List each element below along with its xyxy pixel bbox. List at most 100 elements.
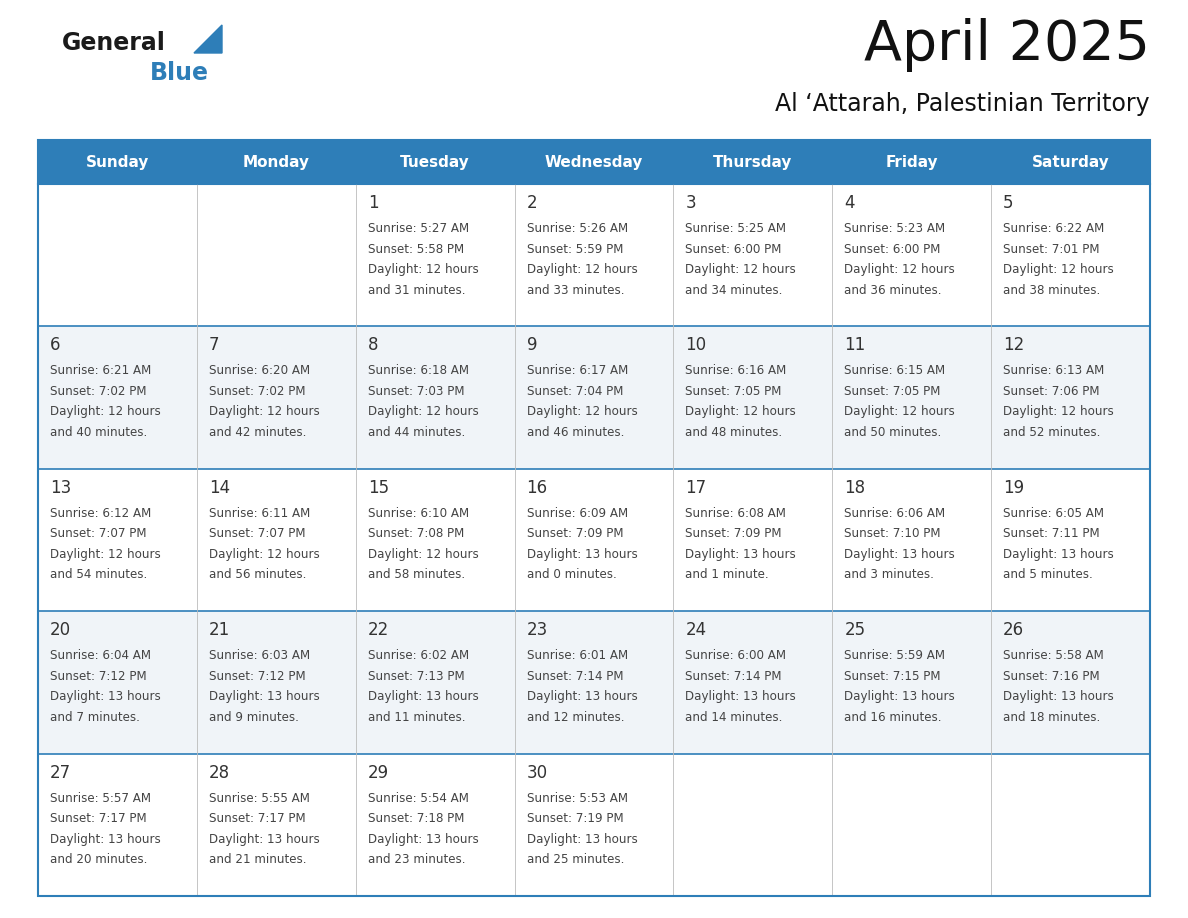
Text: Al ‘Attarah, Palestinian Territory: Al ‘Attarah, Palestinian Territory bbox=[776, 92, 1150, 116]
Text: and 52 minutes.: and 52 minutes. bbox=[1003, 426, 1100, 439]
Text: 10: 10 bbox=[685, 336, 707, 354]
Text: Sunrise: 6:12 AM: Sunrise: 6:12 AM bbox=[50, 507, 151, 520]
Text: Sunrise: 5:54 AM: Sunrise: 5:54 AM bbox=[368, 791, 468, 804]
Text: 26: 26 bbox=[1003, 621, 1024, 639]
Text: Daylight: 12 hours: Daylight: 12 hours bbox=[685, 406, 796, 419]
Text: Sunrise: 6:05 AM: Sunrise: 6:05 AM bbox=[1003, 507, 1104, 520]
Text: Sunset: 7:03 PM: Sunset: 7:03 PM bbox=[368, 385, 465, 397]
Text: and 0 minutes.: and 0 minutes. bbox=[526, 568, 617, 581]
Text: General: General bbox=[62, 31, 166, 55]
Text: Sunset: 7:18 PM: Sunset: 7:18 PM bbox=[368, 812, 465, 825]
Text: Sunset: 5:58 PM: Sunset: 5:58 PM bbox=[368, 242, 463, 255]
Text: Daylight: 12 hours: Daylight: 12 hours bbox=[368, 263, 479, 276]
Text: 20: 20 bbox=[50, 621, 71, 639]
Text: Sunset: 7:13 PM: Sunset: 7:13 PM bbox=[368, 670, 465, 683]
Bar bbox=[38, 469, 1150, 611]
Text: and 33 minutes.: and 33 minutes. bbox=[526, 284, 624, 297]
Text: Sunset: 7:06 PM: Sunset: 7:06 PM bbox=[1003, 385, 1100, 397]
Text: Sunset: 5:59 PM: Sunset: 5:59 PM bbox=[526, 242, 623, 255]
Bar bbox=[38, 184, 1150, 327]
Text: 16: 16 bbox=[526, 479, 548, 497]
Text: 4: 4 bbox=[845, 194, 855, 212]
Text: 14: 14 bbox=[209, 479, 230, 497]
Text: Daylight: 13 hours: Daylight: 13 hours bbox=[845, 548, 955, 561]
Text: Sunset: 7:10 PM: Sunset: 7:10 PM bbox=[845, 527, 941, 541]
Text: and 18 minutes.: and 18 minutes. bbox=[1003, 711, 1100, 723]
Text: 2: 2 bbox=[526, 194, 537, 212]
Text: and 40 minutes.: and 40 minutes. bbox=[50, 426, 147, 439]
Text: 22: 22 bbox=[368, 621, 388, 639]
Text: Sunrise: 5:57 AM: Sunrise: 5:57 AM bbox=[50, 791, 151, 804]
Text: Wednesday: Wednesday bbox=[545, 154, 643, 170]
Text: Sunrise: 5:27 AM: Sunrise: 5:27 AM bbox=[368, 222, 469, 235]
Text: 11: 11 bbox=[845, 336, 866, 354]
Text: Daylight: 13 hours: Daylight: 13 hours bbox=[526, 690, 637, 703]
Text: Daylight: 13 hours: Daylight: 13 hours bbox=[209, 690, 320, 703]
Text: Sunrise: 5:55 AM: Sunrise: 5:55 AM bbox=[209, 791, 310, 804]
Text: 1: 1 bbox=[368, 194, 378, 212]
Text: Daylight: 12 hours: Daylight: 12 hours bbox=[526, 263, 637, 276]
Text: Blue: Blue bbox=[150, 61, 209, 85]
Text: Sunset: 7:17 PM: Sunset: 7:17 PM bbox=[209, 812, 305, 825]
Text: 3: 3 bbox=[685, 194, 696, 212]
Text: Sunday: Sunday bbox=[86, 154, 150, 170]
Text: Daylight: 12 hours: Daylight: 12 hours bbox=[209, 406, 320, 419]
Text: 30: 30 bbox=[526, 764, 548, 781]
Text: Sunrise: 6:04 AM: Sunrise: 6:04 AM bbox=[50, 649, 151, 662]
Text: Sunrise: 5:53 AM: Sunrise: 5:53 AM bbox=[526, 791, 627, 804]
Text: Daylight: 13 hours: Daylight: 13 hours bbox=[845, 690, 955, 703]
Text: Daylight: 12 hours: Daylight: 12 hours bbox=[845, 406, 955, 419]
Text: and 16 minutes.: and 16 minutes. bbox=[845, 711, 942, 723]
Text: Sunrise: 6:20 AM: Sunrise: 6:20 AM bbox=[209, 364, 310, 377]
Text: Sunset: 7:02 PM: Sunset: 7:02 PM bbox=[50, 385, 146, 397]
Text: Sunrise: 6:17 AM: Sunrise: 6:17 AM bbox=[526, 364, 627, 377]
Text: 24: 24 bbox=[685, 621, 707, 639]
Text: Sunset: 7:17 PM: Sunset: 7:17 PM bbox=[50, 812, 146, 825]
Text: Sunrise: 6:10 AM: Sunrise: 6:10 AM bbox=[368, 507, 469, 520]
Text: Daylight: 13 hours: Daylight: 13 hours bbox=[526, 833, 637, 845]
Text: Sunrise: 5:59 AM: Sunrise: 5:59 AM bbox=[845, 649, 946, 662]
Text: and 23 minutes.: and 23 minutes. bbox=[368, 853, 466, 866]
Text: Sunrise: 6:22 AM: Sunrise: 6:22 AM bbox=[1003, 222, 1105, 235]
Text: Sunrise: 6:13 AM: Sunrise: 6:13 AM bbox=[1003, 364, 1105, 377]
Text: Sunset: 7:12 PM: Sunset: 7:12 PM bbox=[209, 670, 305, 683]
Text: Daylight: 13 hours: Daylight: 13 hours bbox=[1003, 548, 1114, 561]
Text: 6: 6 bbox=[50, 336, 61, 354]
Text: Sunset: 7:11 PM: Sunset: 7:11 PM bbox=[1003, 527, 1100, 541]
Polygon shape bbox=[194, 25, 222, 53]
Text: Sunset: 6:00 PM: Sunset: 6:00 PM bbox=[845, 242, 941, 255]
Text: Sunset: 7:09 PM: Sunset: 7:09 PM bbox=[526, 527, 623, 541]
Text: Daylight: 13 hours: Daylight: 13 hours bbox=[368, 690, 479, 703]
Text: Daylight: 12 hours: Daylight: 12 hours bbox=[50, 406, 160, 419]
Text: Daylight: 13 hours: Daylight: 13 hours bbox=[50, 690, 160, 703]
Text: 27: 27 bbox=[50, 764, 71, 781]
Text: Sunrise: 6:11 AM: Sunrise: 6:11 AM bbox=[209, 507, 310, 520]
Text: Sunset: 7:09 PM: Sunset: 7:09 PM bbox=[685, 527, 782, 541]
Bar bbox=[38, 140, 1150, 896]
Text: Friday: Friday bbox=[885, 154, 939, 170]
Text: Sunrise: 6:03 AM: Sunrise: 6:03 AM bbox=[209, 649, 310, 662]
Text: Daylight: 13 hours: Daylight: 13 hours bbox=[209, 833, 320, 845]
Text: Sunset: 7:05 PM: Sunset: 7:05 PM bbox=[685, 385, 782, 397]
Text: 25: 25 bbox=[845, 621, 865, 639]
Text: Sunset: 7:19 PM: Sunset: 7:19 PM bbox=[526, 812, 624, 825]
Text: and 56 minutes.: and 56 minutes. bbox=[209, 568, 307, 581]
Text: and 3 minutes.: and 3 minutes. bbox=[845, 568, 934, 581]
Text: Sunrise: 5:58 AM: Sunrise: 5:58 AM bbox=[1003, 649, 1104, 662]
Text: and 50 minutes.: and 50 minutes. bbox=[845, 426, 942, 439]
Text: 13: 13 bbox=[50, 479, 71, 497]
Text: Sunrise: 6:21 AM: Sunrise: 6:21 AM bbox=[50, 364, 151, 377]
Text: 29: 29 bbox=[368, 764, 388, 781]
Text: Sunrise: 5:25 AM: Sunrise: 5:25 AM bbox=[685, 222, 786, 235]
Text: Daylight: 12 hours: Daylight: 12 hours bbox=[368, 406, 479, 419]
Text: 21: 21 bbox=[209, 621, 230, 639]
Text: 9: 9 bbox=[526, 336, 537, 354]
Text: and 58 minutes.: and 58 minutes. bbox=[368, 568, 465, 581]
Text: Daylight: 13 hours: Daylight: 13 hours bbox=[1003, 690, 1114, 703]
Text: and 20 minutes.: and 20 minutes. bbox=[50, 853, 147, 866]
Text: and 44 minutes.: and 44 minutes. bbox=[368, 426, 465, 439]
Text: Daylight: 12 hours: Daylight: 12 hours bbox=[50, 548, 160, 561]
Text: and 12 minutes.: and 12 minutes. bbox=[526, 711, 624, 723]
Text: and 42 minutes.: and 42 minutes. bbox=[209, 426, 307, 439]
Bar bbox=[38, 140, 1150, 184]
